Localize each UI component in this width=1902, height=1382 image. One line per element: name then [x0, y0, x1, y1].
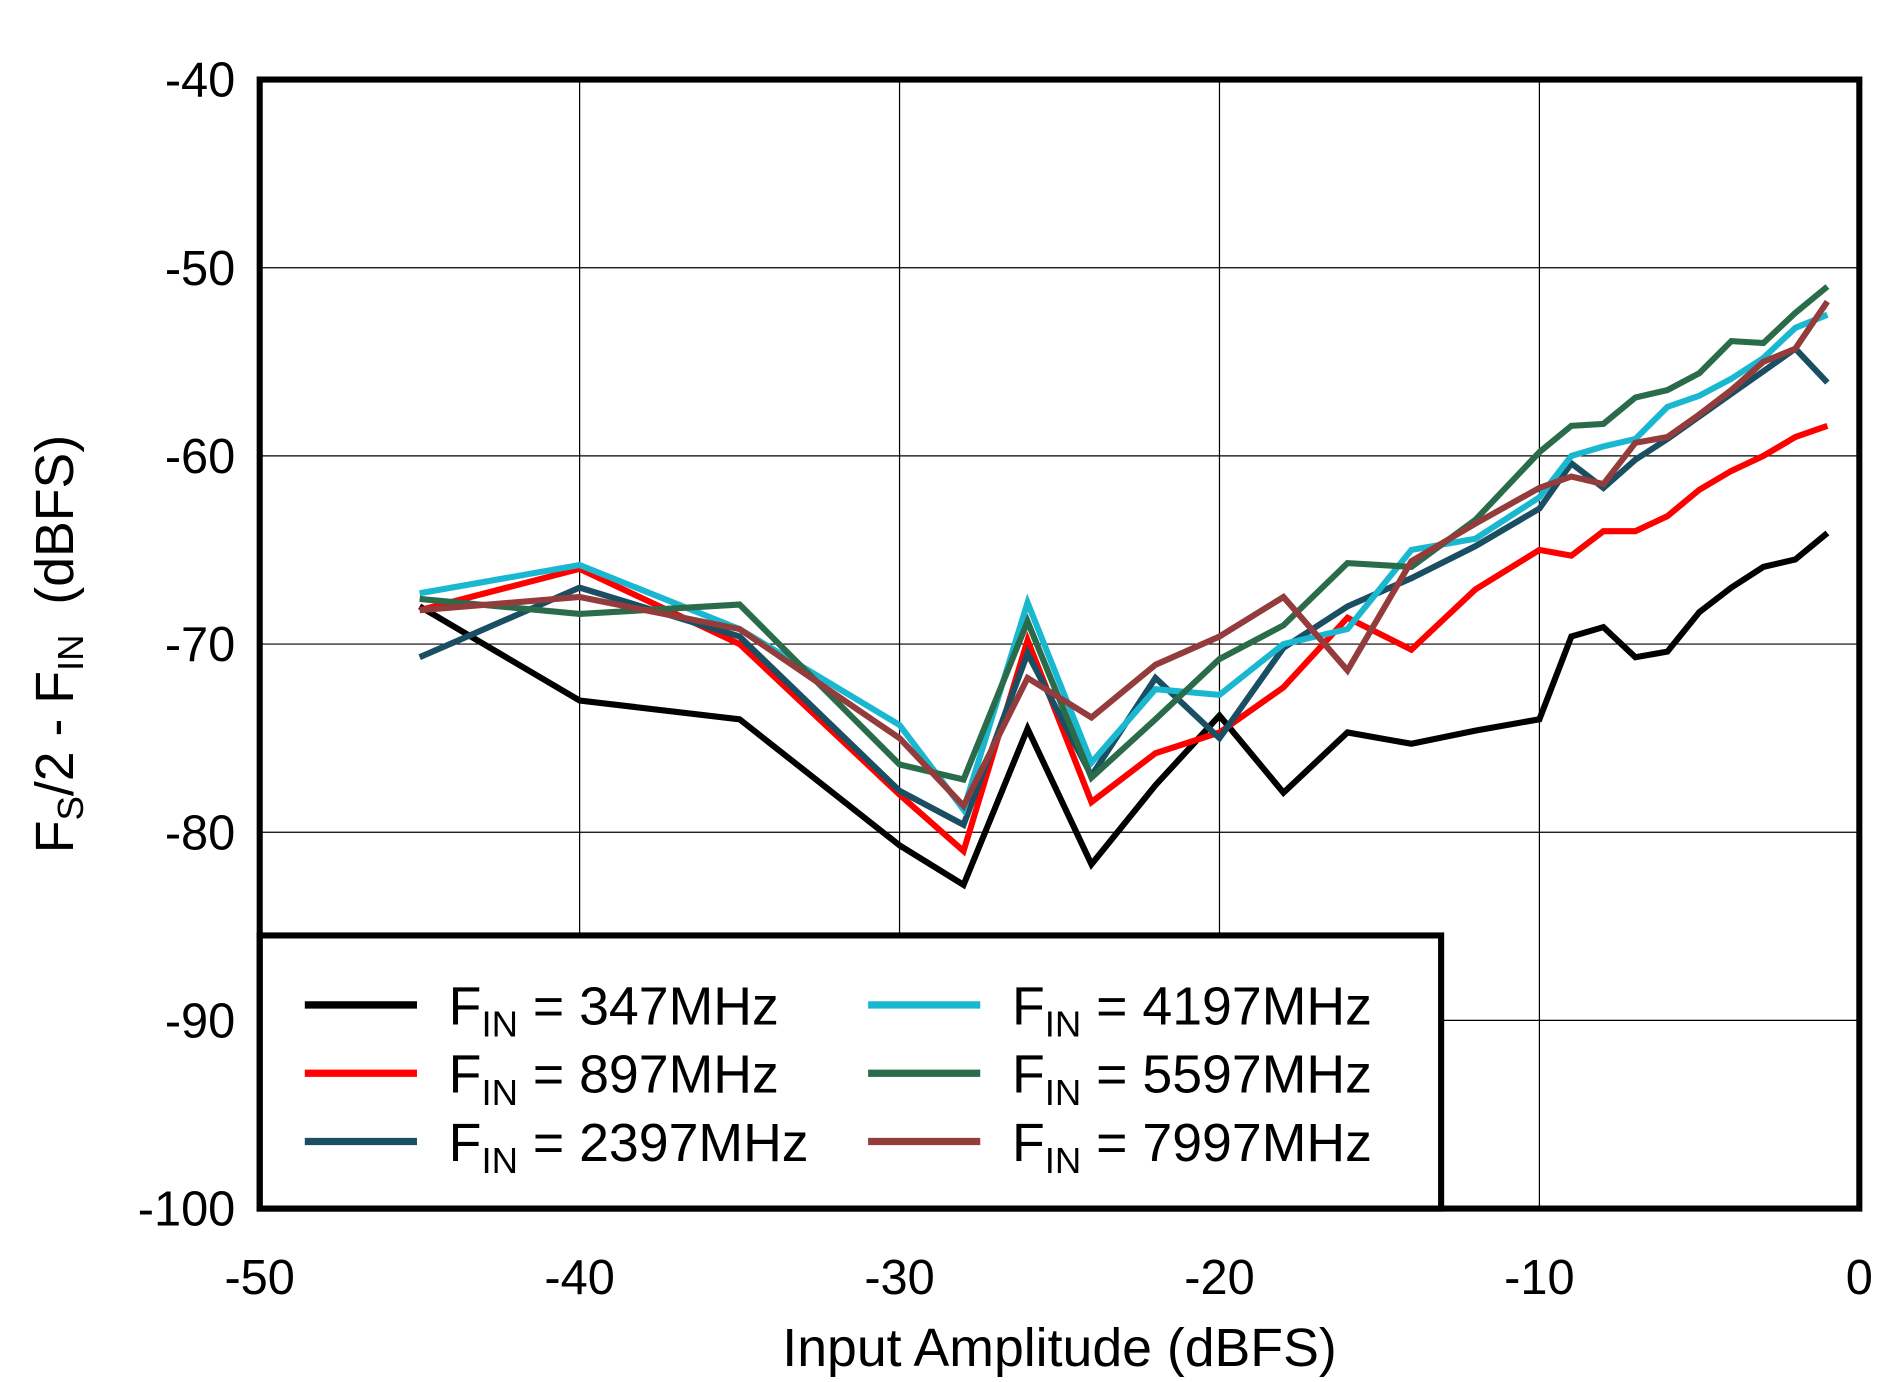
legend-label-rest: = 2397MHz [518, 1113, 809, 1173]
legend-label-main: F [1012, 1045, 1045, 1105]
x-tick-label: -10 [1504, 1251, 1574, 1305]
y-label-sub1: S [50, 796, 91, 820]
series-line [419, 299, 1830, 812]
legend-label-main: F [449, 976, 482, 1036]
legend-label-main: F [449, 1045, 482, 1105]
x-tick-label: -40 [544, 1251, 614, 1305]
legend-label-rest: = 4197MHz [1081, 976, 1372, 1036]
series-line [418, 530, 1830, 890]
legend-label-sub: IN [1045, 1072, 1082, 1113]
legend-label-rest: = 897MHz [518, 1045, 779, 1105]
x-tick-label: -20 [1184, 1251, 1254, 1305]
y-tick-label: -60 [165, 430, 235, 484]
legend-label-sub: IN [481, 1004, 518, 1045]
y-label-main: F [25, 821, 85, 854]
y-tick-label: -40 [165, 54, 235, 108]
x-tick-labels: -50 -40 -30 -20 -10 0 [224, 1251, 1872, 1305]
x-tick-label: 0 [1846, 1251, 1873, 1305]
x-tick-label: -30 [864, 1251, 934, 1305]
legend-entry: FIN = 347MHz [449, 976, 779, 1044]
legend-label-main: F [1012, 1113, 1045, 1173]
legend-entry: FIN = 4197MHz [1012, 976, 1372, 1044]
legend-entry: FIN = 2397MHz [449, 1113, 809, 1181]
legend-label-rest: = 5597MHz [1081, 1045, 1372, 1105]
y-label-mid: /2 - F [25, 671, 85, 796]
y-tick-label: -90 [165, 994, 235, 1048]
y-label-tail: (dBFS) [25, 435, 85, 635]
y-tick-label: -80 [165, 806, 235, 860]
y-axis-label: FS/2 - FIN (dBFS) [25, 435, 91, 854]
legend-label-main: F [1012, 976, 1045, 1036]
x-axis-label: Input Amplitude (dBFS) [782, 1318, 1336, 1378]
plot-frame [256, 76, 1863, 1212]
series-lines [418, 284, 1830, 890]
legend-label-sub: IN [481, 1140, 518, 1181]
series-line [419, 311, 1829, 817]
legend-label-main: F [449, 1113, 482, 1173]
x-tick-label: -50 [224, 1251, 294, 1305]
y-label-sub2: IN [50, 634, 91, 671]
legend-entry: FIN = 5597MHz [1012, 1045, 1372, 1113]
legend-label-rest: = 7997MHz [1081, 1113, 1372, 1173]
legend-label-rest: = 347MHz [518, 976, 779, 1036]
y-tick-label: -50 [165, 242, 235, 296]
y-tick-label: -70 [165, 618, 235, 672]
legend-label-sub: IN [1045, 1004, 1082, 1045]
legend-box [256, 932, 1445, 1212]
legend-entry: FIN = 897MHz [449, 1045, 779, 1113]
legend-entry: FIN = 7997MHz [1012, 1113, 1372, 1181]
y-tick-labels: -40 -50 -60 -70 -80 -90 -100 [138, 54, 236, 1237]
y-tick-label: -100 [138, 1183, 236, 1237]
series-line [418, 422, 1829, 857]
legend-label-sub: IN [481, 1072, 518, 1113]
legend-label-sub: IN [1045, 1140, 1082, 1181]
